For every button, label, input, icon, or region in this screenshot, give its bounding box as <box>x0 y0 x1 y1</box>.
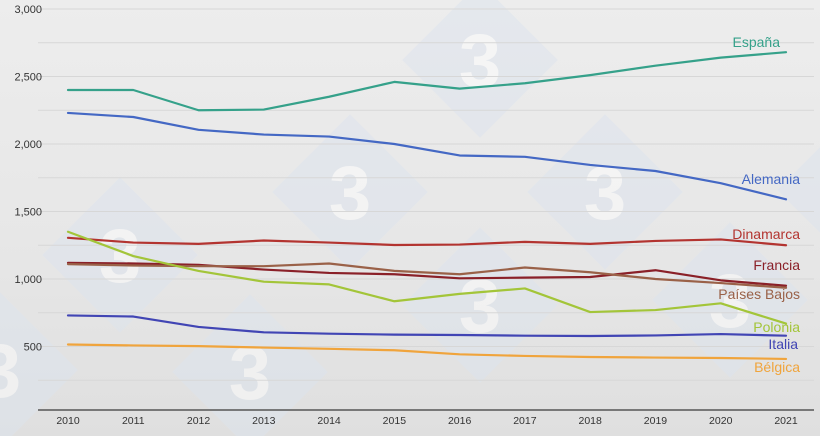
watermark: 3 <box>0 292 78 436</box>
watermark-glyph: 3 <box>0 329 21 414</box>
series-label-dinamarca: Dinamarca <box>732 226 800 242</box>
watermark-diamond <box>0 292 78 436</box>
x-tick-label: 2011 <box>122 415 145 427</box>
watermark: 3 <box>272 114 428 270</box>
x-tick-label: 2014 <box>317 415 341 427</box>
x-tick-label: 2018 <box>579 415 603 427</box>
series-line-francia <box>66 261 788 287</box>
series-line-países-bajos <box>66 262 788 289</box>
series-line-italia <box>66 314 788 338</box>
series-label-francia: Francia <box>753 257 800 273</box>
y-tick-label: 2,500 <box>14 72 42 84</box>
watermark-diamond <box>652 222 808 378</box>
x-tick-label: 2019 <box>644 415 668 427</box>
watermark-diamond <box>272 114 428 270</box>
series-line-alemania <box>66 111 788 201</box>
watermark: 3 <box>527 114 683 270</box>
x-tick-label: 2010 <box>56 415 80 427</box>
series-label-países-bajos: Países Bajos <box>718 286 800 302</box>
x-tick-label: 2015 <box>383 415 407 427</box>
watermark-diamond <box>42 177 198 333</box>
x-tick-label: 2017 <box>513 415 537 427</box>
watermark-glyph: 3 <box>459 19 501 104</box>
series-line-españa <box>66 51 788 112</box>
series-label-alemania: Alemania <box>742 171 801 187</box>
x-tick-label: 2021 <box>774 415 798 427</box>
y-tick-label: 1,000 <box>14 274 42 286</box>
watermark-diamond <box>402 227 558 383</box>
y-tick-label: 3,000 <box>14 4 42 16</box>
x-tick-label: 2012 <box>187 415 211 427</box>
series-line-dinamarca <box>66 236 788 247</box>
x-tick-label: 2013 <box>252 415 276 427</box>
watermark-diamond <box>777 112 820 268</box>
watermark: 3 <box>777 112 820 268</box>
series-line-bélgica <box>66 343 788 361</box>
series-label-polonia: Polonia <box>753 319 800 335</box>
watermark-diamond <box>527 114 683 270</box>
watermark-glyph: 3 <box>709 259 751 344</box>
series-label-bélgica: Bélgica <box>754 359 800 375</box>
watermark-glyph: 3 <box>329 151 371 236</box>
watermark-diamond <box>402 0 558 138</box>
x-tick-label: 2020 <box>709 415 733 427</box>
watermark-glyph: 3 <box>584 151 626 236</box>
watermark: 3 <box>42 177 198 333</box>
y-tick-label: 1,500 <box>14 207 42 219</box>
series-label-italia: Italia <box>768 336 798 352</box>
watermark: 3 <box>402 0 558 138</box>
watermark: 3 <box>652 222 808 378</box>
x-tick-label: 2016 <box>448 415 472 427</box>
watermark-glyph: 3 <box>229 331 271 416</box>
series-line-polonia <box>66 230 788 325</box>
y-tick-label: 2,000 <box>14 139 42 151</box>
series-label-españa: España <box>733 34 781 50</box>
y-tick-label: 500 <box>24 342 42 354</box>
watermark: 3 <box>402 227 558 383</box>
